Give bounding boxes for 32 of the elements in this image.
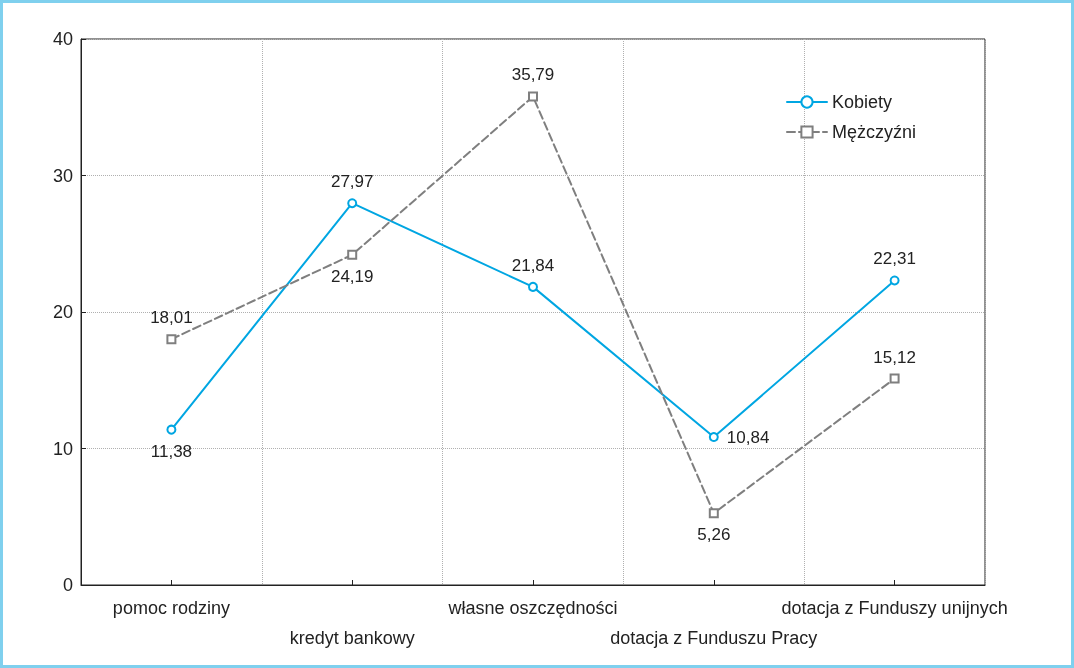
legend-label: Kobiety xyxy=(831,92,893,112)
x-tick-label: pomoc rodziny xyxy=(112,598,230,618)
data-label: 15,12 xyxy=(873,347,916,367)
y-tick-label: 30 xyxy=(52,165,73,186)
point xyxy=(889,373,900,384)
point xyxy=(347,249,358,260)
y-tick-label: 20 xyxy=(52,302,73,322)
y-tick-label: 0 xyxy=(62,575,73,595)
x-tick-label: kredyt bankowy xyxy=(289,628,415,648)
data-label: 27,97 xyxy=(330,172,374,192)
point xyxy=(166,424,177,435)
data-label: 21,84 xyxy=(511,255,555,275)
y-tick-label: 40 xyxy=(52,29,73,49)
data-label: 35,79 xyxy=(511,65,555,85)
data-label: 5,26 xyxy=(697,525,731,545)
legend-label: Mężczyźni xyxy=(831,122,916,142)
point xyxy=(708,432,719,443)
point xyxy=(528,91,538,102)
y-tick-label: 10 xyxy=(52,438,73,459)
x-tick-label: własne oszczędności xyxy=(447,598,618,618)
point xyxy=(166,334,177,345)
point xyxy=(708,508,719,519)
data-label: 10,84 xyxy=(726,427,770,447)
point xyxy=(889,275,900,286)
x-tick-label: dotacja z Funduszu Pracy xyxy=(610,628,818,648)
data-label: 22,31 xyxy=(873,249,916,269)
data-label: 11,38 xyxy=(150,441,193,461)
data-label: 18,01 xyxy=(150,308,193,328)
x-tick-label: dotacja z Funduszy unijnych xyxy=(781,598,1008,618)
data-label: 24,19 xyxy=(330,266,374,286)
point xyxy=(347,198,358,209)
point xyxy=(528,281,538,292)
